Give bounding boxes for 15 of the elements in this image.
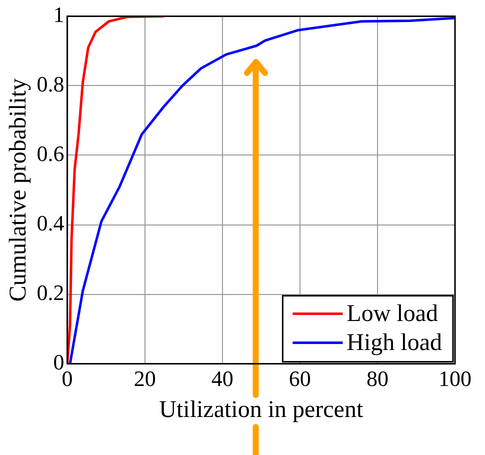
y-tick-label: 0.4 <box>36 210 64 236</box>
y-tick-label: 0.8 <box>36 72 64 96</box>
x-tick-label: 80 <box>366 366 388 391</box>
y-tick-label: 0.2 <box>36 280 64 306</box>
x-tick-label: 100 <box>438 366 472 391</box>
legend-label: Low load <box>346 301 438 328</box>
y-tick-label: 0 <box>53 350 64 375</box>
x-tick-label: 40 <box>211 366 234 391</box>
x-tick-label: 20 <box>134 366 156 391</box>
y-axis-title: Cumulative probability <box>6 78 32 302</box>
legend-label: High load <box>346 330 442 356</box>
x-tick-label: 60 <box>288 366 311 391</box>
y-tick-label: 1 <box>53 2 64 27</box>
y-tick-label: 0.6 <box>36 141 64 166</box>
x-axis-title: Utilization in percent <box>159 396 364 423</box>
